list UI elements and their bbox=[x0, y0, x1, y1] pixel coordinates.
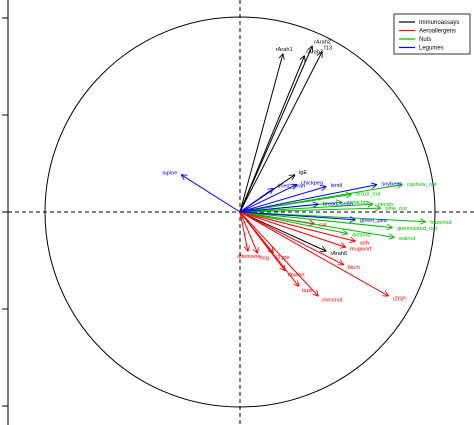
arrow-dog bbox=[239, 211, 258, 253]
label-chickpea: chickpea bbox=[301, 181, 324, 187]
label-dog: dog bbox=[260, 256, 269, 262]
label-rarah2: rArah2 bbox=[314, 40, 331, 46]
legend-label-nuts: Nuts bbox=[419, 37, 431, 43]
arrow-chestnut bbox=[239, 211, 318, 296]
label-ash: ash bbox=[360, 240, 369, 246]
label-queensland-nut: queensland_nut bbox=[397, 226, 437, 232]
arrow-rarah3 bbox=[239, 56, 304, 213]
arrow-soybean bbox=[239, 185, 377, 213]
label-chestnut: chestnut bbox=[321, 298, 343, 304]
label-rape: rape bbox=[302, 288, 313, 294]
legend-label-immunoassays: Immunoassays bbox=[419, 20, 459, 26]
arrow-rarah6 bbox=[239, 211, 326, 251]
arrow-chickpea bbox=[239, 185, 297, 213]
arrow-alternaria bbox=[239, 211, 248, 251]
label-f13: f13 bbox=[324, 46, 332, 52]
legend-box bbox=[393, 13, 471, 55]
arrow-lupine bbox=[182, 175, 241, 213]
legend-label-aeroallergens: Aeroallergens bbox=[419, 29, 456, 35]
label-rarah3: rArah3 bbox=[306, 49, 323, 55]
label-green-pea: green_pea bbox=[360, 218, 388, 224]
arrow-rape bbox=[239, 211, 299, 286]
label-cashew-nut: cashew_nut bbox=[407, 182, 437, 188]
label-hazelnut: hazelnut bbox=[430, 220, 452, 226]
label-lentil: lentil bbox=[331, 183, 343, 189]
label-lupine: lupine bbox=[162, 170, 177, 176]
arrow-rarah1 bbox=[239, 54, 283, 213]
label-birch: birch bbox=[348, 265, 360, 271]
arrow-pecan bbox=[239, 204, 373, 213]
label-pine-nut: pine_nut bbox=[385, 206, 407, 212]
label-soybean: soybean bbox=[381, 182, 402, 188]
arrow-birch bbox=[239, 211, 343, 265]
label-pistachio: pistachio bbox=[346, 200, 368, 206]
arrow-f13 bbox=[239, 52, 322, 213]
label-rarah1: rArah1 bbox=[276, 47, 293, 53]
arrow-rzgp bbox=[239, 211, 388, 296]
label-ige: IgE bbox=[299, 170, 308, 176]
arrow-pine-nut bbox=[239, 208, 380, 213]
arrow-ash bbox=[239, 211, 355, 241]
label-almond: almond bbox=[352, 232, 370, 238]
label-alternaria: alternaria bbox=[237, 254, 261, 260]
label-d-pte: D.pte bbox=[276, 255, 289, 261]
label-cat: cat bbox=[319, 222, 327, 228]
arrow-almond bbox=[239, 211, 347, 233]
label-rzgp: rZGP bbox=[393, 296, 407, 302]
arrow-mugwort bbox=[239, 211, 345, 247]
arrow-green-pea bbox=[239, 211, 355, 220]
arrow-brazil-nut bbox=[239, 194, 351, 213]
label-rarah6: rArah6 bbox=[330, 251, 347, 257]
label-broad-bean: broad_bean bbox=[323, 202, 353, 208]
arrow-queensland-nut bbox=[239, 211, 392, 228]
label-walnut: walnut bbox=[398, 236, 416, 242]
arrow-walnut bbox=[239, 211, 394, 237]
arrow-rarah2 bbox=[239, 46, 312, 213]
arrow-dried-bean bbox=[239, 189, 273, 213]
label-pecan: pecan bbox=[378, 202, 393, 208]
arrow-lentil bbox=[239, 187, 326, 213]
plot-frame bbox=[2, 0, 9, 425]
variable-arrows bbox=[182, 46, 426, 296]
label-brazil-nut: brazil_nut bbox=[356, 192, 381, 198]
legend: Immunoassays Aeroallergens Nuts Legumes bbox=[393, 13, 471, 55]
legend-label-legumes: Legumes bbox=[419, 46, 444, 52]
label-dried-bean: dried_bean bbox=[277, 184, 305, 190]
label-ribwort: ribwort bbox=[288, 272, 305, 278]
label-mugwort: mugwort bbox=[350, 247, 372, 253]
arrow-broad-bean bbox=[239, 204, 318, 213]
